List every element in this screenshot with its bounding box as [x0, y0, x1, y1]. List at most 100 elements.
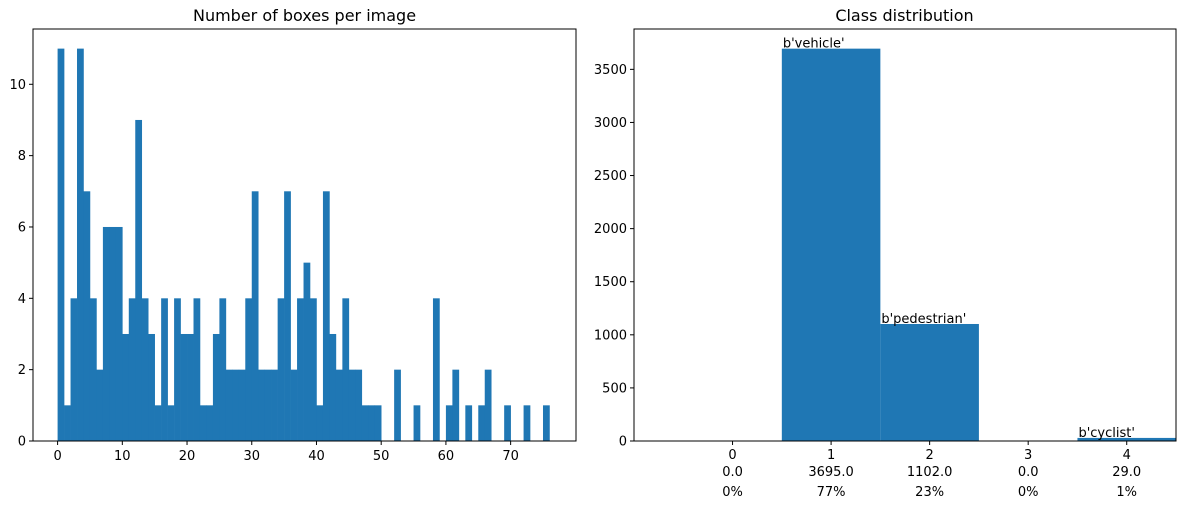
histogram-bar — [465, 405, 473, 441]
x-tick-label: 3 — [1024, 448, 1032, 463]
histogram-bar — [523, 405, 531, 441]
histogram-bar — [122, 333, 130, 441]
count-label: 3695.0 — [808, 465, 854, 480]
class-bar — [880, 323, 979, 441]
plot-frame — [633, 28, 1177, 442]
y-axis: 0 500 1000 1500 2000 2500 3000 3500 — [594, 63, 634, 450]
annotations: b'vehicle' b'pedestrian' b'cyclist' — [783, 37, 1135, 441]
histogram-bar — [290, 369, 298, 441]
histogram-bar — [70, 298, 78, 441]
histogram-bar — [329, 333, 337, 441]
chart-title: Class distribution — [835, 6, 973, 25]
bars — [781, 48, 1176, 442]
histogram-bar — [115, 226, 123, 441]
y-tick-label: 0 — [619, 435, 627, 450]
bar-class-distribution: Class distribution 0 500 1000 1500 2000 2500 3… — [594, 6, 1177, 500]
x-tick-label: 0 — [53, 449, 61, 464]
histogram-bar — [57, 48, 65, 441]
histogram-bar — [310, 298, 317, 441]
histogram-bar — [64, 405, 71, 441]
histogram-bar — [167, 405, 175, 441]
histogram-bar — [394, 369, 401, 441]
histogram-bar — [335, 369, 343, 441]
histogram-bar — [361, 405, 369, 441]
histogram-bar — [316, 405, 324, 441]
histogram-bar — [128, 298, 136, 441]
histogram-bar — [109, 226, 117, 441]
class-bar — [1077, 437, 1176, 441]
x-tick-label: 40 — [308, 449, 325, 464]
histogram-bar — [355, 369, 363, 441]
plot-frame — [32, 28, 577, 442]
x-tick-label: 60 — [438, 449, 455, 464]
histogram-bar — [348, 369, 356, 441]
histogram-bar — [251, 191, 259, 441]
histogram-bar — [193, 298, 201, 441]
histogram-bar — [445, 405, 453, 441]
y-tick-label: 2000 — [594, 222, 627, 237]
y-tick-label: 0 — [18, 435, 26, 450]
percent-label: 77% — [817, 485, 846, 500]
histogram-bar — [238, 369, 246, 441]
histogram-bar — [89, 298, 97, 441]
histogram-bar — [413, 405, 421, 441]
y-axis: 0 2 4 6 8 10 — [9, 78, 33, 450]
histogram-bar — [374, 405, 382, 441]
histogram-bar — [504, 405, 511, 441]
count-label: 29.0 — [1112, 465, 1141, 480]
histogram-bar — [277, 298, 285, 441]
x-tick-label: 50 — [373, 449, 390, 464]
y-tick-label: 1500 — [594, 275, 627, 290]
x-tick-label: 0 — [728, 448, 736, 463]
y-tick-label: 3000 — [594, 116, 627, 131]
y-tick-label: 6 — [18, 220, 26, 235]
histogram-bar — [303, 262, 311, 441]
x-tick-label: 20 — [179, 449, 196, 464]
histogram-bar — [219, 298, 227, 441]
histogram-bar — [264, 369, 272, 441]
histogram-bar — [135, 119, 143, 442]
histogram-bar — [342, 298, 350, 441]
x-tick-label: 30 — [243, 449, 260, 464]
y-tick-label: 500 — [602, 381, 627, 396]
histogram-boxes-per-image: Number of boxes per image 0 2 4 6 8 10 0 10 20 3… — [9, 6, 577, 464]
y-tick-label: 4 — [18, 292, 26, 307]
y-tick-label: 2 — [18, 363, 26, 378]
class-bar — [781, 48, 881, 442]
count-label: 0.0 — [1018, 465, 1039, 480]
histogram-bar — [161, 298, 168, 441]
histogram-bar — [148, 333, 155, 441]
histogram-bar — [102, 226, 110, 441]
count-label: 1102.0 — [907, 465, 953, 480]
histogram-bar — [83, 191, 91, 441]
histogram-bar — [484, 369, 492, 441]
histogram-bar — [271, 369, 278, 441]
histogram-bar — [187, 333, 194, 441]
y-tick-label: 3500 — [594, 63, 627, 78]
histogram-bar — [542, 405, 550, 441]
histogram-bar — [297, 298, 304, 441]
histogram-bar — [96, 369, 104, 441]
histogram-bar — [141, 298, 149, 441]
histogram-bar — [258, 369, 265, 441]
histogram-bar — [432, 298, 440, 441]
histogram-bar — [452, 369, 460, 441]
bar-annotation: b'pedestrian' — [881, 312, 966, 327]
histogram-bar — [174, 298, 181, 441]
bars — [57, 48, 550, 442]
histogram-bar — [245, 298, 253, 441]
histogram-bar — [232, 369, 240, 441]
y-tick-label: 8 — [18, 149, 26, 164]
histogram-bar — [368, 405, 376, 441]
histogram-bar — [199, 405, 207, 441]
bar-annotation: b'cyclist' — [1078, 426, 1134, 441]
histogram-bar — [154, 405, 162, 441]
bar-annotation: b'vehicle' — [783, 37, 845, 52]
histogram-bar — [206, 405, 214, 441]
histogram-bar — [77, 48, 84, 441]
x-tick-label: 2 — [925, 448, 933, 463]
percent-label: 0% — [722, 485, 743, 500]
x-tick-label: 1 — [827, 448, 835, 463]
histogram-bar — [225, 369, 233, 441]
